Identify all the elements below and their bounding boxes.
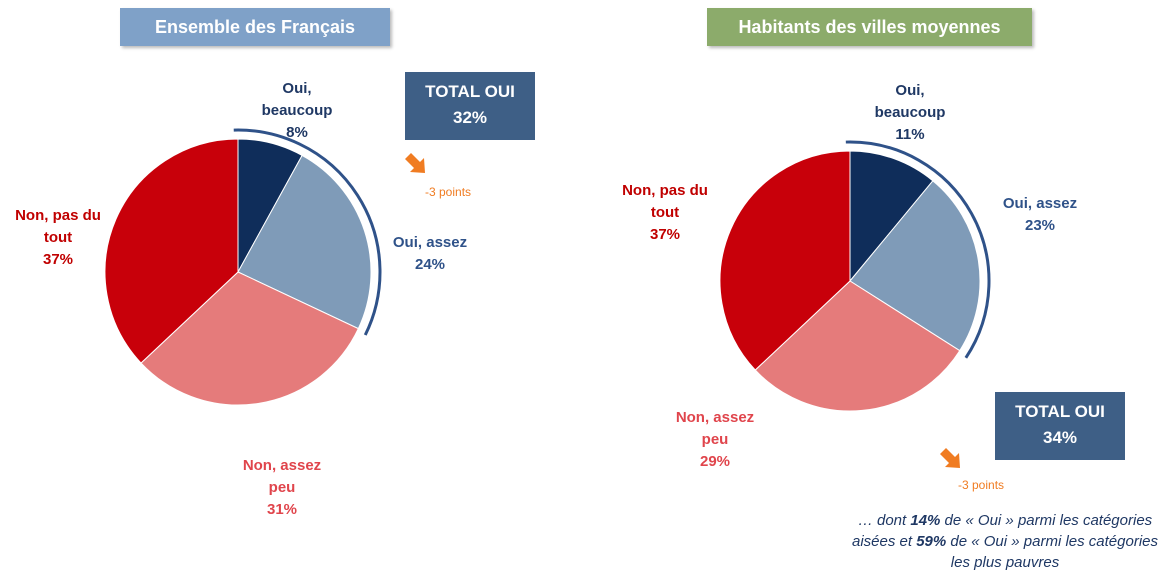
note-part: 59% bbox=[916, 533, 947, 550]
category-label: Oui, beaucoup bbox=[874, 82, 946, 121]
total-label: TOTAL OUI bbox=[425, 82, 515, 101]
category-label: Oui, assez bbox=[1002, 195, 1078, 212]
total-box: TOTAL OUI 32% bbox=[405, 72, 535, 140]
total-box: TOTAL OUI 34% bbox=[995, 392, 1125, 460]
pie-slice bbox=[849, 180, 981, 352]
note-part: de « Oui » parmi les catégories les plus… bbox=[946, 533, 1159, 571]
value-label: 31% bbox=[266, 501, 298, 518]
slice-label: Non, assez peu 29% bbox=[670, 407, 760, 473]
value-label: 37% bbox=[42, 251, 74, 268]
category-label: Non, pas du tout bbox=[15, 207, 101, 246]
pie-slice bbox=[140, 271, 360, 406]
slice-label: Oui, assez 23% bbox=[990, 193, 1090, 237]
category-label: Oui, assez bbox=[392, 234, 468, 251]
value-label: 23% bbox=[1024, 217, 1056, 234]
value-label: 8% bbox=[286, 124, 308, 141]
slice-label: Oui, beaucoup 11% bbox=[865, 80, 955, 146]
slice-label: Oui, assez 24% bbox=[380, 232, 480, 276]
total-value: 34% bbox=[1042, 428, 1078, 447]
note-part: 14% bbox=[910, 512, 941, 529]
slice-label: Oui, beaucoup 8% bbox=[252, 78, 342, 144]
pie-slice bbox=[104, 138, 239, 364]
change-label: -3 points bbox=[425, 185, 472, 199]
total-label: TOTAL OUI bbox=[1015, 402, 1105, 421]
bracket bbox=[233, 128, 382, 336]
slice-label: Non, pas du tout 37% bbox=[620, 180, 710, 246]
value-label: 29% bbox=[699, 453, 731, 470]
down-arrow bbox=[940, 448, 960, 468]
value-label: 37% bbox=[649, 226, 681, 243]
bracket bbox=[845, 140, 991, 359]
pie-slice bbox=[754, 280, 961, 412]
chart-title: Ensemble des Français bbox=[120, 8, 390, 46]
pie-slice bbox=[719, 150, 851, 371]
pie-slice bbox=[849, 150, 934, 283]
pie-slice bbox=[237, 154, 372, 330]
value-label: 24% bbox=[414, 256, 446, 273]
category-label: Non, pas du tout bbox=[622, 182, 708, 221]
value-label: 11% bbox=[895, 126, 925, 143]
chart-title: Habitants des villes moyennes bbox=[707, 8, 1032, 46]
total-value: 32% bbox=[452, 108, 488, 127]
slice-label: Non, pas du tout 37% bbox=[13, 205, 103, 271]
down-arrow bbox=[405, 153, 425, 173]
note-part: … dont bbox=[857, 512, 911, 529]
category-label: Non, assez peu bbox=[675, 409, 755, 448]
category-label: Oui, beaucoup bbox=[261, 80, 333, 119]
slice-label: Non, assez peu 31% bbox=[237, 455, 327, 521]
note: … dont 14% de « Oui » parmi les catégori… bbox=[845, 510, 1165, 573]
note-part: de « Oui » parmi les catégories aisées e… bbox=[851, 512, 1153, 550]
category-label: Non, assez peu bbox=[242, 457, 322, 496]
change-label: -3 points bbox=[958, 478, 1005, 492]
